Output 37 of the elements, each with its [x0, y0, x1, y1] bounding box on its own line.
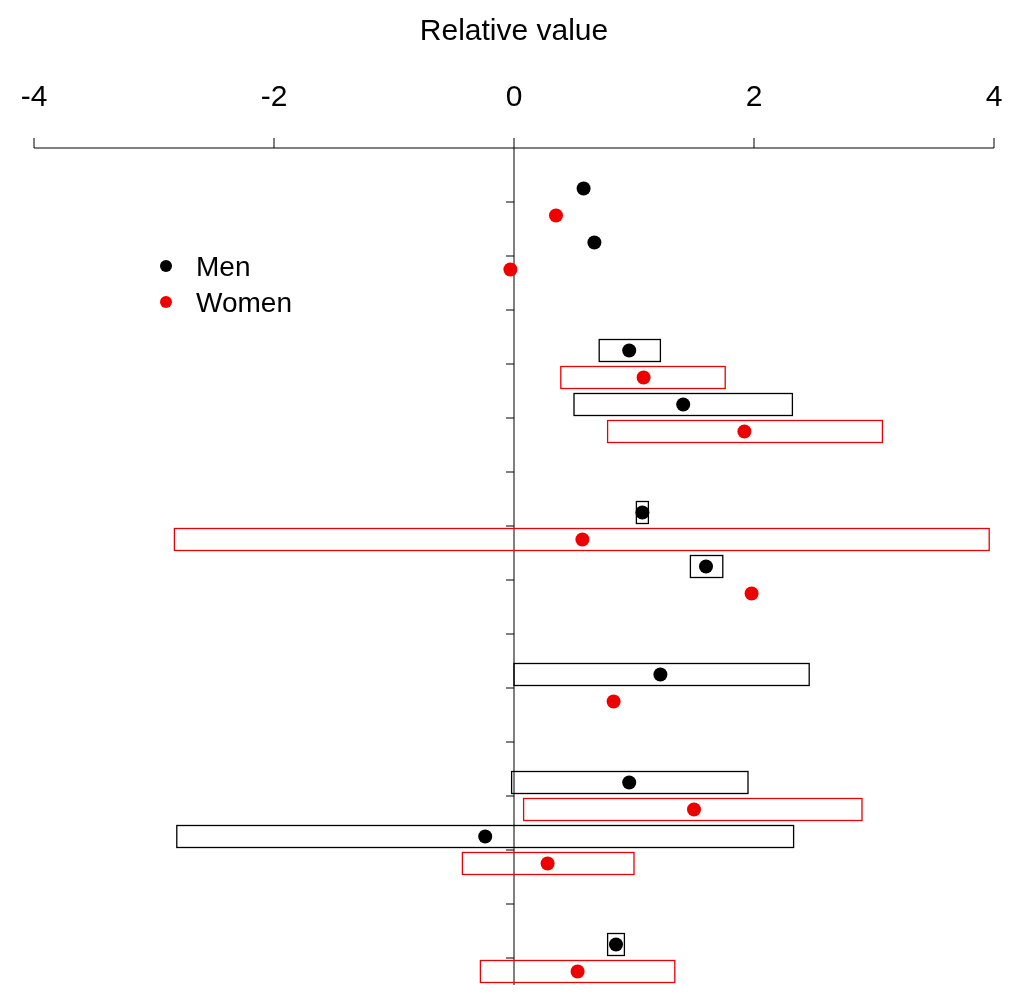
point	[575, 532, 590, 547]
bar	[461, 851, 635, 876]
point	[622, 775, 637, 790]
x-tick-label: 4	[985, 79, 1003, 112]
bar	[606, 932, 626, 957]
bar	[573, 392, 794, 417]
point	[503, 262, 518, 277]
point	[636, 370, 651, 385]
bar	[635, 500, 650, 525]
point	[622, 343, 637, 358]
bar	[560, 365, 726, 390]
legend-label: Women	[196, 287, 292, 318]
x-tick-label: -2	[260, 79, 288, 112]
point	[549, 208, 563, 223]
point	[687, 802, 701, 817]
x-tick-label: 0	[505, 79, 523, 112]
point	[737, 424, 752, 439]
bar	[479, 959, 676, 984]
bar	[173, 527, 990, 552]
point	[676, 397, 691, 412]
x-tick-label: 2	[745, 79, 763, 112]
point	[606, 694, 621, 709]
bar	[606, 419, 884, 444]
point	[587, 235, 602, 250]
x-tick-label: -4	[20, 79, 48, 112]
bar	[689, 554, 724, 579]
point	[478, 829, 493, 844]
legend-label: Men	[196, 251, 251, 282]
x-axis-title: Relative value	[419, 13, 609, 46]
point	[653, 667, 668, 682]
point	[570, 964, 585, 979]
bar	[522, 797, 863, 822]
point	[744, 586, 759, 601]
point	[635, 505, 650, 520]
bar	[598, 338, 662, 363]
point	[576, 181, 591, 196]
point	[540, 856, 555, 871]
